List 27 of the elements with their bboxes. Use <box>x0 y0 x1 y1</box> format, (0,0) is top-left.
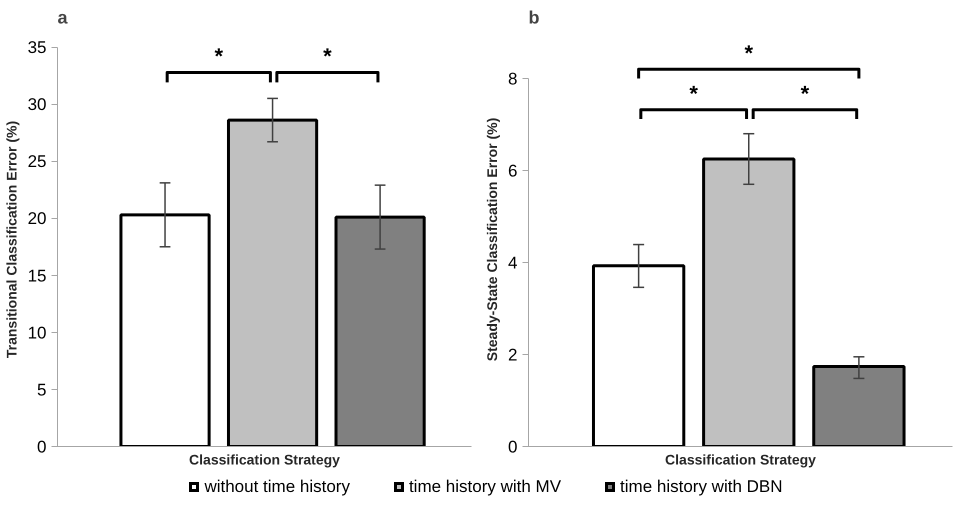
chart-title: a <box>58 8 68 28</box>
y-tick-label: 35 <box>28 38 47 58</box>
y-tick-label: 4 <box>508 254 518 272</box>
annotation: * <box>689 81 698 106</box>
y-tick-label: 25 <box>28 152 47 172</box>
y-tick-label: 15 <box>28 266 47 286</box>
y-tick-label: 2 <box>508 346 518 364</box>
y-tick-label: 20 <box>28 209 47 228</box>
y-tick-label: 0 <box>37 438 47 456</box>
legend-label: time history with DBN <box>620 476 783 498</box>
x-axis-title: Classification Strategy <box>189 452 340 468</box>
annotation: * <box>800 81 810 106</box>
y-tick-label: 10 <box>28 323 47 342</box>
annotation: * <box>214 43 224 68</box>
y-axis-title: Steady-State Classification Error (%) <box>484 118 500 362</box>
annotation: * <box>323 43 332 68</box>
y-axis-title: Transitional Classification Error (%) <box>4 120 20 358</box>
x-axis-title: Classification Strategy <box>665 452 816 468</box>
legend-label: without time history <box>204 476 350 498</box>
y-tick-label: 8 <box>508 70 518 88</box>
y-tick-label: 30 <box>28 95 47 114</box>
y-tick-label: 5 <box>37 380 47 400</box>
chart-title: b <box>528 8 540 28</box>
text: * <box>744 40 754 66</box>
legend-label: time history with MV <box>408 476 562 498</box>
y-tick-label: 6 <box>508 162 518 180</box>
y-tick-label: 0 <box>508 438 518 456</box>
